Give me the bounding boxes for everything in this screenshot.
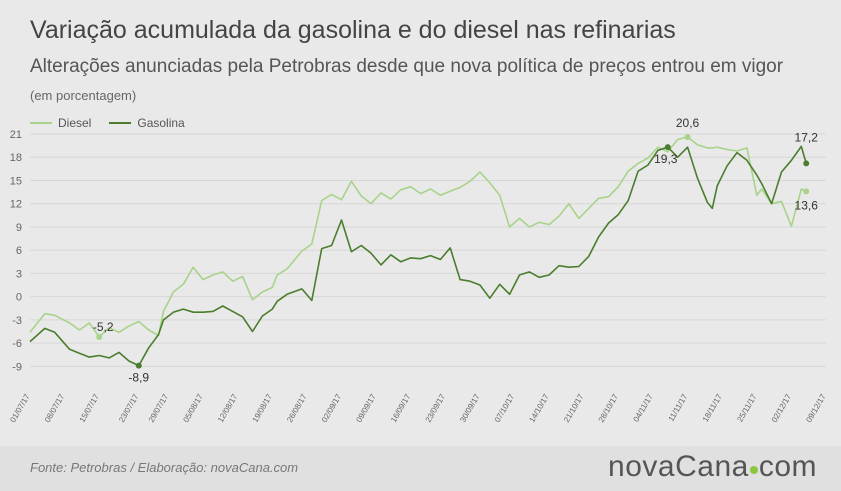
series-line-diesel <box>29 136 807 338</box>
unit-label: (em porcentagem) <box>30 88 137 103</box>
y-tick-label: -9 <box>12 361 22 373</box>
legend-swatch-diesel <box>30 122 52 124</box>
chart-title: Variação acumulada da gasolina e do dies… <box>30 16 676 44</box>
x-tick-label: 19/08/17 <box>251 392 275 424</box>
legend-label-diesel: Diesel <box>58 116 92 130</box>
x-tick-label: 28/10/17 <box>597 392 621 424</box>
x-tick-label: 23/07/17 <box>117 392 141 424</box>
annotation-label: -5,2 <box>93 320 114 334</box>
logo-prefix: nova <box>608 450 676 483</box>
annotation-marker <box>803 188 810 195</box>
series-line-gasolina <box>29 145 807 367</box>
x-tick-label: 07/10/17 <box>493 392 517 424</box>
annotation-marker <box>664 144 671 151</box>
legend-swatch-gasolina <box>109 122 132 124</box>
x-tick-label: 02/09/17 <box>320 392 344 424</box>
y-tick-label: 0 <box>16 292 22 304</box>
legend-item-gasolina: Gasolina <box>109 116 185 130</box>
logo-middle: Cana <box>675 450 749 483</box>
y-tick-label: -6 <box>12 338 22 350</box>
y-tick-label: 18 <box>10 152 22 164</box>
novacana-logo: novaCana com <box>608 450 817 484</box>
line-chart: 21 18 15 12 9 6 3 0 -3 -6 -9 01/07/17 08/07/17 15/07/… <box>8 116 828 424</box>
x-tick-label: 12/08/17 <box>216 392 240 424</box>
annotation-label: 19,3 <box>654 152 678 166</box>
x-tick-label: 09/09/17 <box>354 392 378 424</box>
x-tick-label: 09/12/17 <box>804 392 828 424</box>
legend-item-diesel: Diesel <box>30 116 91 130</box>
source-note: Fonte: Petrobras / Elaboração: novaCana.… <box>30 460 299 475</box>
x-tick-label: 25/11/17 <box>735 392 758 423</box>
x-tick-label: 23/09/17 <box>424 392 448 424</box>
x-tick-label: 18/11/17 <box>701 392 724 423</box>
chart-subtitle: Alterações anunciadas pela Petrobras des… <box>30 56 784 77</box>
y-tick-label: 9 <box>16 222 22 234</box>
logo-suffix: com <box>758 450 817 483</box>
footer-bar <box>0 446 841 491</box>
y-tick-label: 6 <box>16 245 22 257</box>
annotation-marker <box>803 160 810 167</box>
annotation-label: 13,6 <box>795 198 819 212</box>
annotation-label: 20,6 <box>676 116 700 130</box>
annotation-marker <box>96 333 103 340</box>
x-tick-label: 16/09/17 <box>389 392 413 424</box>
x-tick-label: 08/07/17 <box>43 392 67 424</box>
x-tick-label: 21/10/17 <box>562 392 586 424</box>
x-tick-label: 30/09/17 <box>458 392 482 424</box>
x-tick-label: 02/12/17 <box>770 392 794 424</box>
y-tick-label: -3 <box>12 315 22 327</box>
x-tick-label: 15/07/17 <box>78 392 102 424</box>
legend-label-gasolina: Gasolina <box>137 116 185 130</box>
legend: Diesel Gasolina <box>30 116 195 130</box>
y-tick-label: 15 <box>10 175 22 187</box>
y-tick-label: 3 <box>16 268 22 280</box>
x-tick-label: 29/07/17 <box>147 392 171 424</box>
logo-dot <box>749 466 758 474</box>
annotation-label: -8,9 <box>128 371 149 385</box>
x-tick-label: 11/11/17 <box>667 392 690 423</box>
annotation-marker <box>135 362 142 369</box>
x-tick-label: 04/11/17 <box>632 392 655 423</box>
x-tick-label: 05/08/17 <box>181 392 205 424</box>
x-tick-label: 14/10/17 <box>527 392 551 424</box>
annotation-marker <box>684 134 691 141</box>
y-tick-label: 21 <box>10 129 22 141</box>
annotation-label: 17,2 <box>795 130 819 144</box>
y-tick-label: 12 <box>10 199 22 211</box>
x-tick-label: 01/07/17 <box>8 392 32 424</box>
x-tick-label: 26/08/17 <box>285 392 309 424</box>
